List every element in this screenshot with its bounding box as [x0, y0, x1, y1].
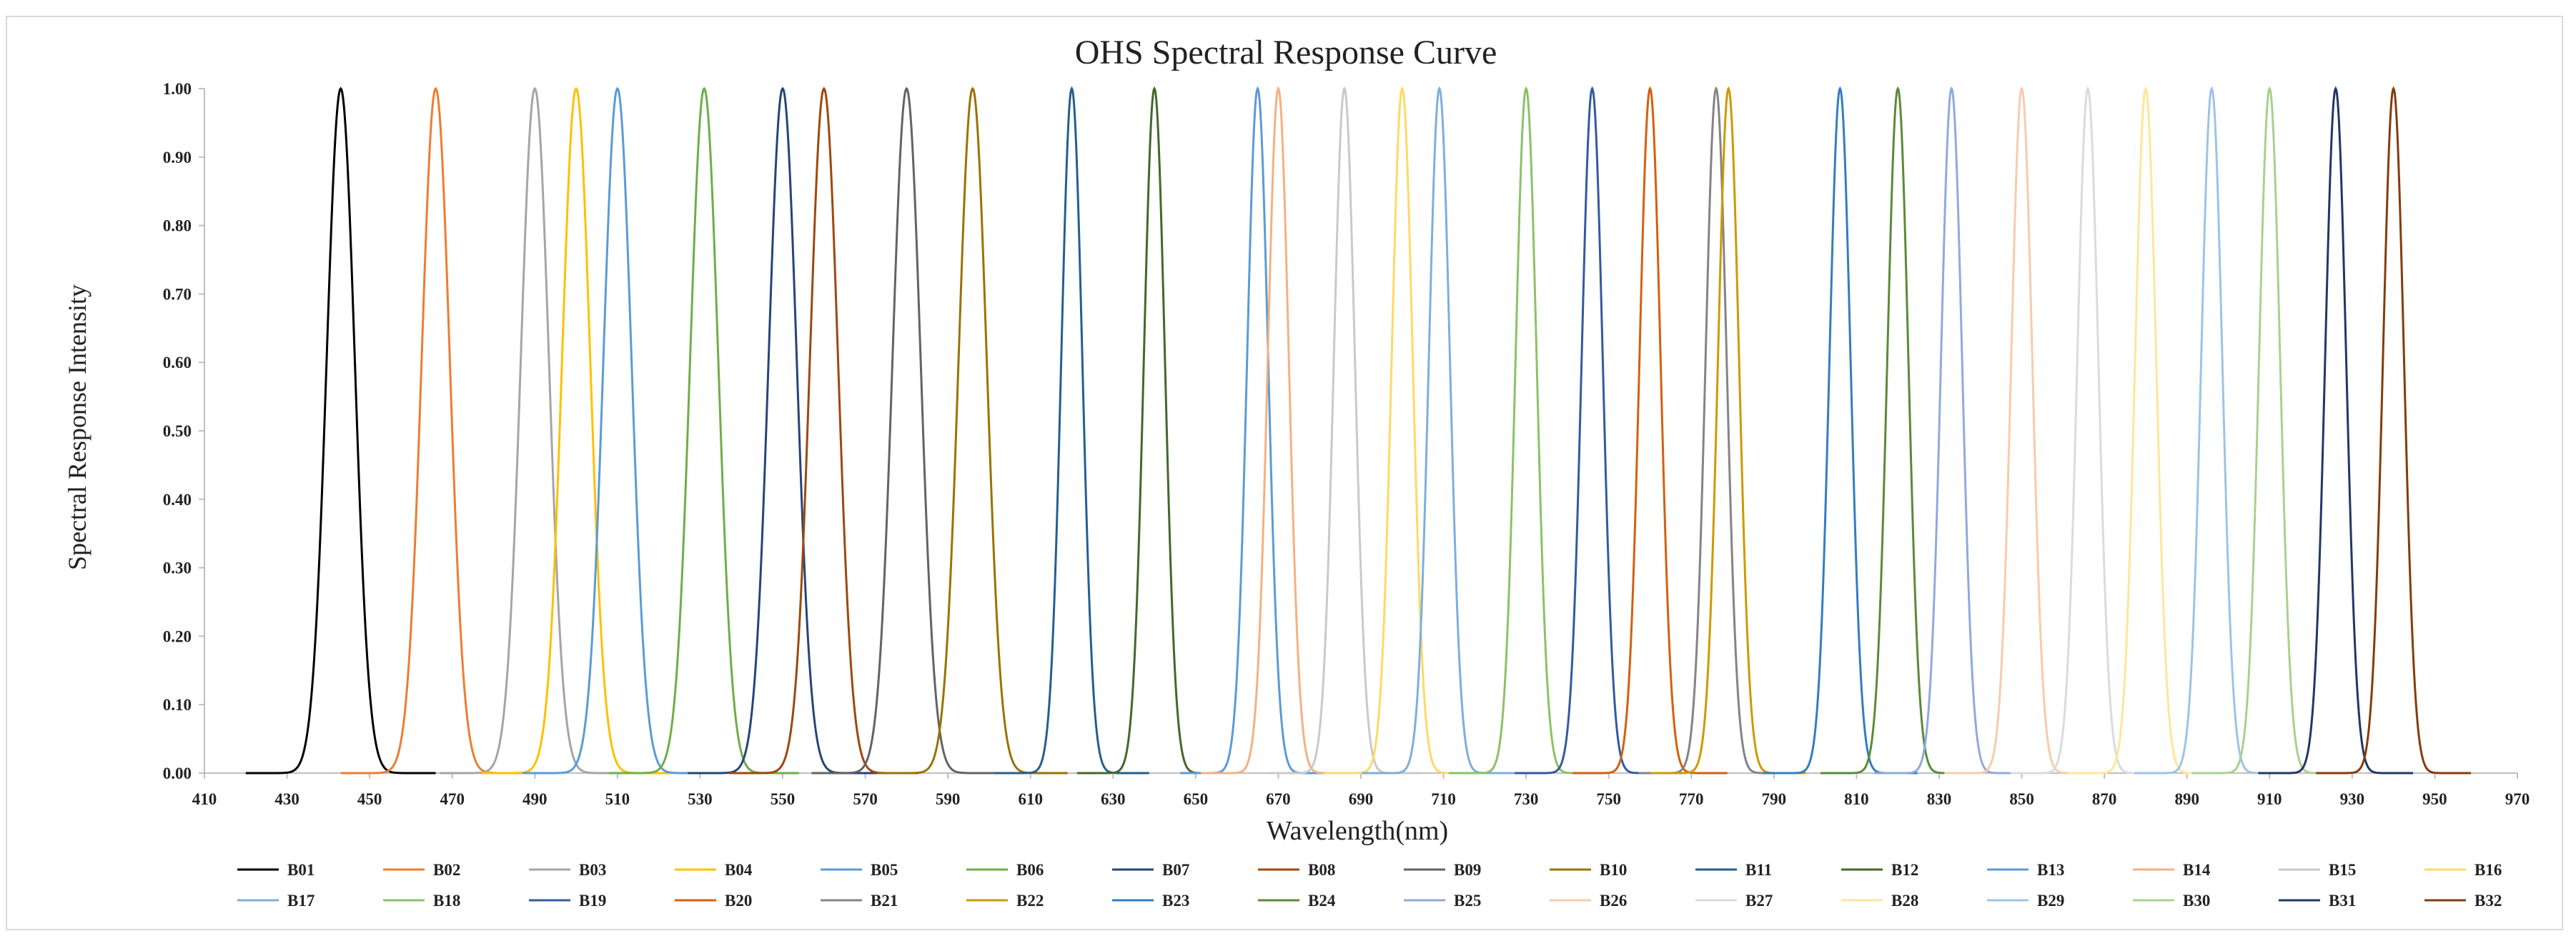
legend-label-b08: B08	[1308, 861, 1335, 879]
legend-label-b19: B19	[579, 892, 606, 910]
y-tick-label: 0.50	[163, 422, 192, 440]
legend-label-b30: B30	[2183, 892, 2210, 910]
legend-label-b02: B02	[433, 861, 460, 879]
x-tick-label: 910	[2257, 790, 2282, 808]
legend-label-b25: B25	[1454, 892, 1481, 910]
legend-label-b10: B10	[1600, 861, 1627, 879]
y-tick-label: 0.90	[163, 149, 192, 166]
x-tick-label: 750	[1596, 790, 1621, 808]
legend-label-b29: B29	[2037, 892, 2064, 910]
x-tick-label: 510	[605, 790, 630, 808]
legend-label-b28: B28	[1891, 892, 1918, 910]
legend-label-b24: B24	[1308, 892, 1336, 910]
x-tick-label: 530	[688, 790, 713, 808]
x-tick-label: 610	[1018, 790, 1043, 808]
legend-label-b14: B14	[2183, 861, 2211, 879]
y-tick-label: 0.30	[163, 559, 192, 577]
y-tick-label: 0.40	[163, 491, 192, 509]
series-line-b20	[1572, 86, 1728, 775]
series-line-b11	[994, 86, 1149, 775]
legend-label-b04: B04	[725, 861, 753, 879]
axes: 0.00 0.10 0.20 0.30 0.40 0.50 0.60 0.70 0.80 0.90…	[163, 80, 2530, 808]
series-line-b16	[1324, 86, 1480, 775]
series-line-b23	[1763, 86, 1918, 775]
y-tick-label: 1.00	[163, 80, 192, 98]
legend-label-b01: B01	[287, 861, 314, 879]
legend-label-b16: B16	[2475, 861, 2502, 879]
x-tick-label: 930	[2340, 790, 2365, 808]
series-line-b10	[877, 86, 1068, 775]
y-tick-label: 0.60	[163, 354, 192, 372]
x-tick-label: 970	[2505, 790, 2530, 808]
legend-label-b06: B06	[1016, 861, 1044, 879]
x-tick-label: 450	[357, 790, 382, 808]
x-tick-label: 830	[1927, 790, 1952, 808]
series-line-b12	[1076, 86, 1232, 775]
series-line-b05	[522, 86, 713, 775]
spectral-response-chart: OHS Spectral Response Curve Spectral Res…	[63, 34, 2530, 910]
series-line-b02	[340, 86, 531, 775]
legend-label-b11: B11	[1745, 861, 1772, 879]
y-tick-label: 0.20	[163, 627, 192, 645]
series-curves	[245, 86, 2471, 775]
x-tick-label: 710	[1431, 790, 1456, 808]
series-line-b31	[2258, 86, 2414, 775]
series-line-b25	[1874, 86, 2029, 775]
legend-label-b18: B18	[433, 892, 460, 910]
legend-label-b26: B26	[1600, 892, 1627, 910]
legend-label-b12: B12	[1891, 861, 1918, 879]
legend-label-b17: B17	[287, 892, 314, 910]
legend-label-b32: B32	[2475, 892, 2502, 910]
legend-label-b03: B03	[579, 861, 606, 879]
y-axis-label: Spectral Response Intensity	[63, 284, 91, 570]
x-tick-label: 730	[1514, 790, 1539, 808]
legend-label-b15: B15	[2329, 861, 2356, 879]
chart-frame: OHS Spectral Response Curve Spectral Res…	[6, 16, 2563, 930]
legend-label-b23: B23	[1162, 892, 1189, 910]
legend-label-b27: B27	[1745, 892, 1773, 910]
series-line-b32	[2316, 86, 2471, 775]
y-tick-label: 0.00	[163, 765, 192, 782]
x-tick-label: 850	[2009, 790, 2034, 808]
legend: B01 B02 B03 B04 B05 B06 B07 B08 B09 B10 B11 B12 B13 B…	[237, 861, 2502, 910]
x-tick-label: 550	[771, 790, 796, 808]
x-tick-label: 670	[1266, 790, 1291, 808]
x-tick-label: 430	[274, 790, 299, 808]
chart-title: OHS Spectral Response Curve	[1075, 34, 1497, 71]
x-tick-label: 690	[1349, 790, 1374, 808]
x-tick-label: 890	[2174, 790, 2199, 808]
legend-label-b09: B09	[1454, 861, 1481, 879]
x-tick-label: 790	[1762, 790, 1787, 808]
x-tick-label: 490	[522, 790, 548, 808]
legend-label-b05: B05	[871, 861, 898, 879]
x-tick-label: 590	[936, 790, 961, 808]
legend-label-b20: B20	[725, 892, 752, 910]
x-tick-label: 810	[1844, 790, 1869, 808]
series-line-b01	[245, 86, 436, 775]
legend-label-b22: B22	[1016, 892, 1044, 910]
x-tick-label: 770	[1679, 790, 1704, 808]
x-axis-label: Wavelength(nm)	[1267, 816, 1448, 846]
x-tick-label: 570	[853, 790, 878, 808]
legend-label-b31: B31	[2329, 892, 2356, 910]
legend-label-b21: B21	[871, 892, 898, 910]
x-tick-label: 650	[1184, 790, 1209, 808]
legend-label-b07: B07	[1162, 861, 1189, 879]
x-tick-label: 950	[2422, 790, 2447, 808]
y-tick-label: 0.80	[163, 217, 192, 235]
y-tick-label: 0.10	[163, 696, 192, 714]
x-tick-label: 870	[2092, 790, 2117, 808]
x-tick-label: 630	[1101, 790, 1126, 808]
series-line-b03	[440, 86, 630, 775]
x-tick-label: 410	[192, 790, 217, 808]
series-line-b17	[1362, 86, 1517, 775]
series-line-b06	[609, 86, 800, 775]
legend-label-b13: B13	[2037, 861, 2064, 879]
series-line-b24	[1820, 86, 1976, 775]
y-tick-label: 0.70	[163, 285, 192, 303]
series-line-b04	[481, 86, 671, 775]
series-line-b09	[811, 86, 1002, 775]
series-line-b07	[688, 86, 878, 775]
x-tick-label: 470	[440, 790, 465, 808]
